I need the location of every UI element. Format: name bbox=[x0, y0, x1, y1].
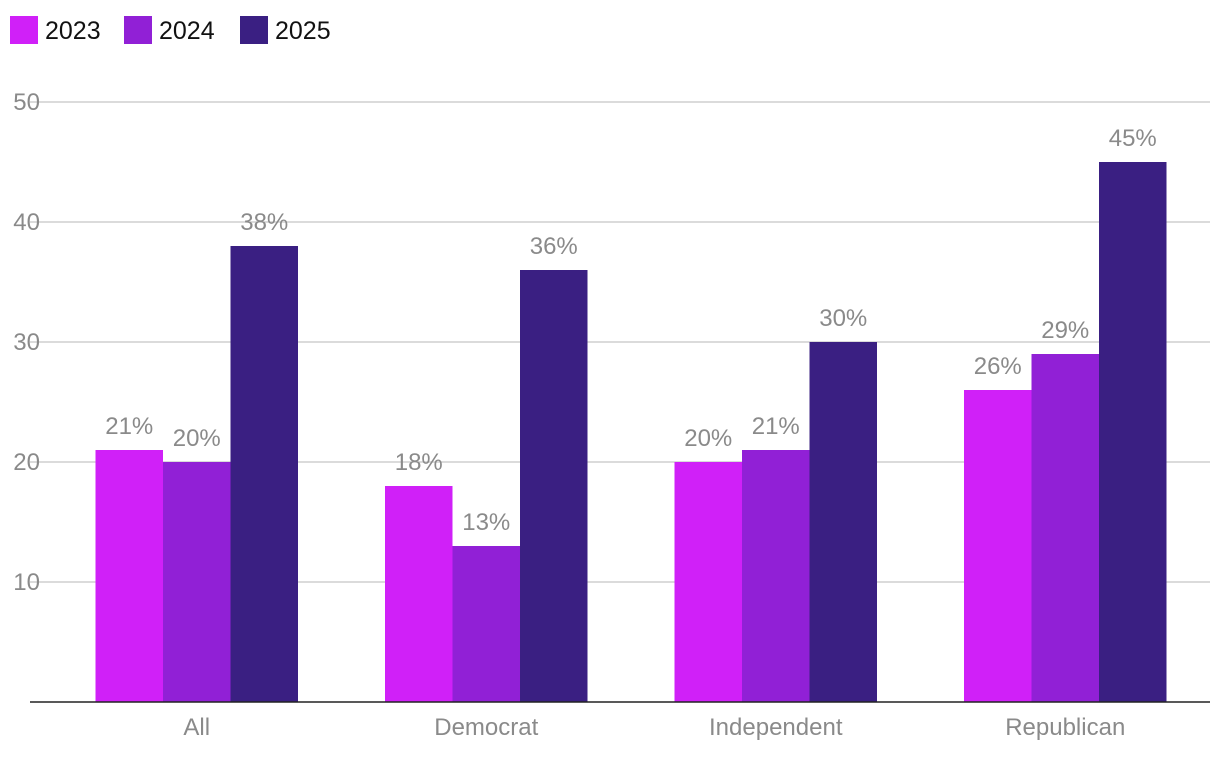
bars bbox=[95, 162, 1167, 702]
data-label-independent-2024: 21% bbox=[752, 413, 800, 440]
y-tick-label-50: 50 bbox=[13, 89, 40, 116]
data-label-democrat-2025: 36% bbox=[530, 233, 578, 260]
bar-democrat-2023 bbox=[385, 486, 453, 702]
data-label-democrat-2023: 18% bbox=[395, 449, 443, 476]
data-label-all-2023: 21% bbox=[105, 413, 153, 440]
data-label-all-2025: 38% bbox=[240, 209, 288, 236]
legend-label-2025: 2025 bbox=[275, 17, 331, 45]
legend-label-2023: 2023 bbox=[45, 17, 101, 45]
value-labels: 21% 20% 38% 18% 13% 36% 20% 21% 30% 26% 29% 45% bbox=[105, 125, 1157, 536]
legend-swatch-2024 bbox=[124, 16, 152, 44]
x-axis: All Democrat Independent Republican bbox=[30, 701, 1210, 741]
bar-republican-2025 bbox=[1099, 162, 1167, 702]
data-label-independent-2025: 30% bbox=[819, 305, 867, 332]
bar-independent-2025 bbox=[809, 342, 877, 702]
x-tick-label-republican: Republican bbox=[1005, 714, 1125, 741]
legend-swatch-2023 bbox=[10, 16, 38, 44]
x-tick-label-democrat: Democrat bbox=[434, 714, 538, 741]
data-label-independent-2023: 20% bbox=[684, 425, 732, 452]
y-tick-label-10: 10 bbox=[13, 569, 40, 596]
bar-republican-2023 bbox=[964, 390, 1032, 702]
bar-all-2023 bbox=[95, 450, 163, 702]
legend: 2023 2024 2025 bbox=[10, 16, 331, 45]
legend-label-2024: 2024 bbox=[159, 17, 215, 45]
y-tick-label-30: 30 bbox=[13, 329, 40, 356]
bar-all-2024 bbox=[163, 462, 231, 702]
bar-independent-2024 bbox=[742, 450, 810, 702]
bar-democrat-2024 bbox=[452, 546, 520, 702]
legend-swatch-2025 bbox=[240, 16, 268, 44]
bar-republican-2024 bbox=[1031, 354, 1099, 702]
data-label-republican-2023: 26% bbox=[974, 353, 1022, 380]
y-tick-label-20: 20 bbox=[13, 449, 40, 476]
data-label-democrat-2024: 13% bbox=[462, 509, 510, 536]
y-tick-label-40: 40 bbox=[13, 209, 40, 236]
gridlines: 10 20 30 40 50 bbox=[13, 89, 1210, 596]
bar-democrat-2025 bbox=[520, 270, 588, 702]
bar-all-2025 bbox=[230, 246, 298, 702]
x-tick-label-all: All bbox=[183, 714, 210, 741]
x-tick-label-independent: Independent bbox=[709, 714, 843, 741]
bar-independent-2023 bbox=[674, 462, 742, 702]
data-label-republican-2024: 29% bbox=[1041, 317, 1089, 344]
data-label-republican-2025: 45% bbox=[1109, 125, 1157, 152]
data-label-all-2024: 20% bbox=[173, 425, 221, 452]
